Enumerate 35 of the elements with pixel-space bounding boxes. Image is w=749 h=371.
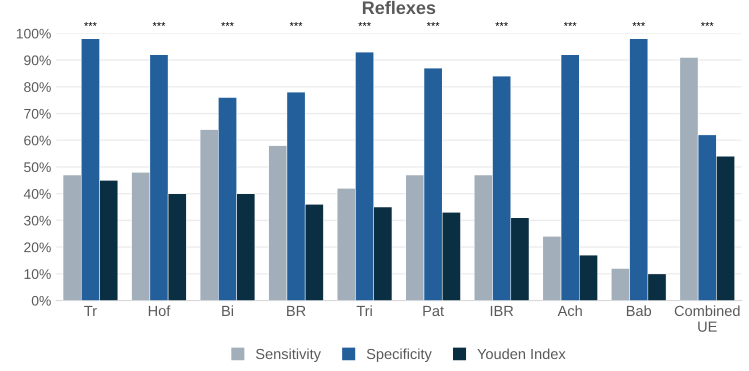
text: *** xyxy=(495,22,508,26)
x-tick-label: Tri xyxy=(356,305,372,316)
text: *** xyxy=(700,22,714,26)
x-tick-label: IBR xyxy=(490,306,514,316)
text: *** xyxy=(84,22,97,26)
y-tick-label: 60% xyxy=(24,136,51,146)
text: *** xyxy=(358,22,371,26)
x-tick-label: Pat xyxy=(423,306,444,316)
y-tick-label: 40% xyxy=(24,188,51,199)
y-tick-label: 90% xyxy=(24,55,51,66)
x-tick-label: BR xyxy=(287,306,306,316)
x-tick-label: Combined UE xyxy=(674,305,740,332)
chart-title: Reflexes xyxy=(362,0,436,14)
x-tick-label: Ach xyxy=(558,305,582,316)
y-tick-label: 80% xyxy=(24,82,51,92)
text: *** xyxy=(564,22,576,26)
text: *** xyxy=(221,22,234,26)
x-tick-label: Bab xyxy=(626,305,652,316)
legend-label: Sensitivity xyxy=(256,348,321,362)
x-tick-label: Bi xyxy=(222,305,234,316)
y-tick-label: 70% xyxy=(24,108,51,119)
text: *** xyxy=(152,22,166,26)
y-tick-label: 100% xyxy=(16,28,51,39)
y-tick-label: 50% xyxy=(24,162,51,172)
legend-label: Youden Index xyxy=(477,348,566,360)
text: *** xyxy=(426,22,440,26)
text: *** xyxy=(290,22,302,26)
y-tick-label: 30% xyxy=(24,216,51,226)
y-tick-label: 0% xyxy=(32,296,51,306)
y-tick-label: 10% xyxy=(24,269,51,279)
legend-label: Specificity xyxy=(366,348,432,362)
y-tick-label: 20% xyxy=(24,242,51,252)
x-tick-label: Tr xyxy=(84,306,97,316)
text: *** xyxy=(632,22,646,26)
x-tick-label: Hof xyxy=(148,305,170,316)
